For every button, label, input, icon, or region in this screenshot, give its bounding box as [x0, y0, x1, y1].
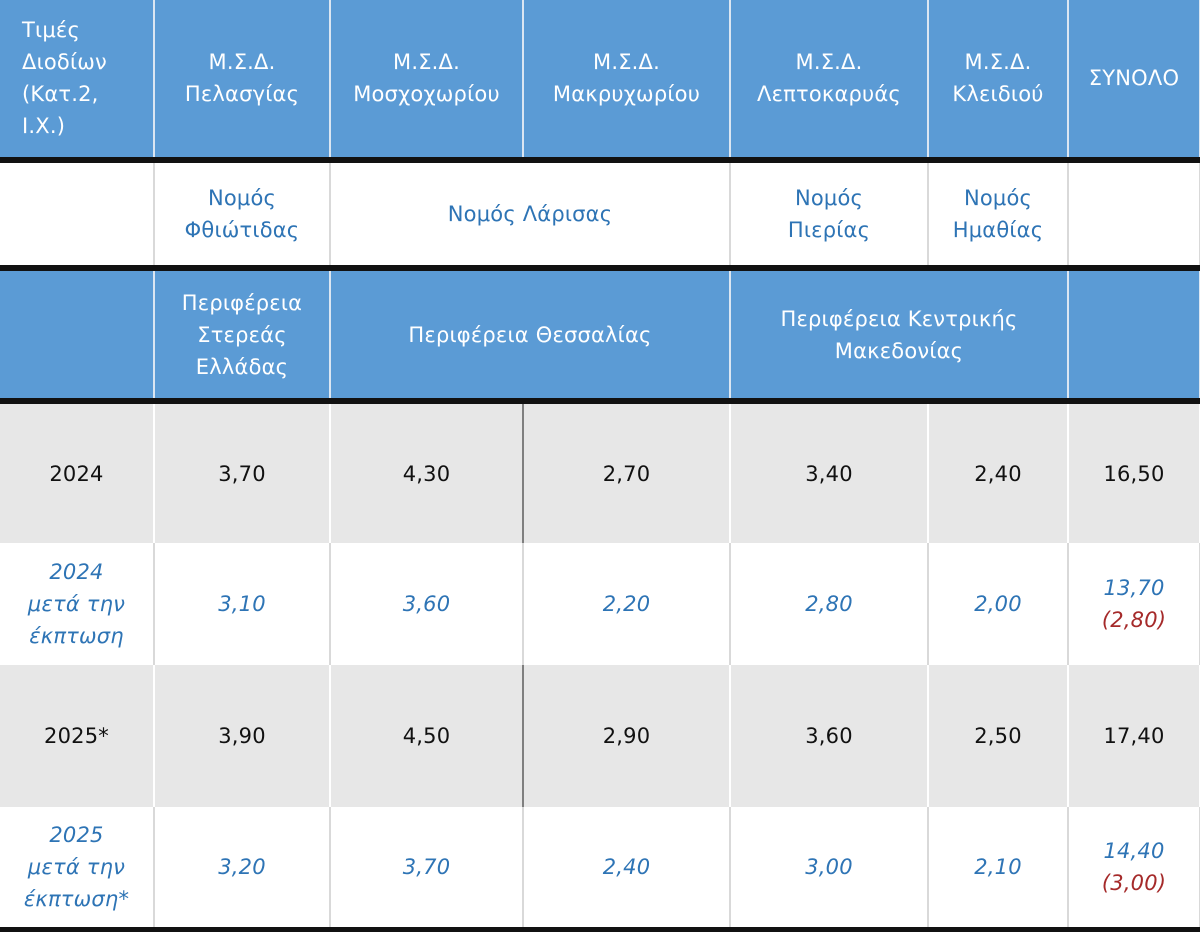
- prefecture-row: Νομός Φθιώτιδας Νομός Λάρισας Νομός Πιερία…: [0, 159, 1200, 271]
- region-empty-cell: [0, 267, 155, 405]
- station-header-moschochori: Μ.Σ.Δ. Μοσχοχωρίου: [330, 0, 524, 163]
- price-cell: 3,40: [730, 401, 929, 543]
- price-cell: 3,90: [154, 665, 331, 807]
- region-thessalia: Περιφέρεια Θεσσαλίας: [330, 267, 731, 405]
- region-row: Περιφέρεια Στερεάς Ελλάδας Περιφέρεια Θεσσ…: [0, 267, 1200, 405]
- price-cell: 2,20: [523, 542, 731, 666]
- price-cell: 4,50: [330, 665, 524, 807]
- row-label: 2024: [0, 401, 155, 543]
- header-row: Τιμές Διοδίων (Κατ.2, Ι.Χ.) Μ.Σ.Δ. Πελασγία…: [0, 0, 1200, 163]
- price-cell: 2,90: [523, 665, 731, 807]
- price-cell: 2,70: [523, 401, 731, 543]
- corner-header: Τιμές Διοδίων (Κατ.2, Ι.Χ.): [0, 0, 155, 163]
- region-sterea: Περιφέρεια Στερεάς Ελλάδας: [154, 267, 331, 405]
- region-kentriki-makedonia: Περιφέρεια Κεντρικής Μακεδονίας: [730, 267, 1069, 405]
- saving-value: (2,80): [1101, 607, 1167, 632]
- price-cell: 2,40: [928, 401, 1069, 543]
- price-cell: 2,80: [730, 542, 929, 666]
- price-cell: 2,50: [928, 665, 1069, 807]
- prefecture-fthiotida: Νομός Φθιώτιδας: [154, 159, 331, 271]
- table-row: 2024 3,70 4,30 2,70 3,40 2,40 16,50: [0, 401, 1200, 543]
- total-cell: 13,70 (2,80): [1068, 542, 1200, 666]
- saving-value: (3,00): [1101, 870, 1167, 895]
- total-cell: 17,40: [1068, 665, 1200, 807]
- station-header-kleidi: Μ.Σ.Δ. Κλειδιού: [928, 0, 1069, 163]
- prefecture-pieria: Νομός Πιερίας: [730, 159, 929, 271]
- row-label: 2025 μετά την έκπτωση*: [0, 806, 155, 932]
- prefecture-total-empty-cell: [1068, 159, 1200, 271]
- prefecture-imathia: Νομός Ημαθίας: [928, 159, 1069, 271]
- station-header-makrychori: Μ.Σ.Δ. Μακρυχωρίου: [523, 0, 731, 163]
- price-cell: 3,00: [730, 806, 929, 932]
- price-cell: 3,70: [330, 806, 524, 932]
- table-row: 2024 μετά την έκπτωση 3,10 3,60 2,20 2,80 …: [0, 542, 1200, 666]
- total-cell: 16,50: [1068, 401, 1200, 543]
- row-label: 2025*: [0, 665, 155, 807]
- prefecture-empty-cell: [0, 159, 155, 271]
- price-cell: 2,00: [928, 542, 1069, 666]
- price-cell: 4,30: [330, 401, 524, 543]
- price-cell: 3,20: [154, 806, 331, 932]
- total-header: ΣΥΝΟΛΟ: [1068, 0, 1200, 163]
- price-cell: 3,70: [154, 401, 331, 543]
- row-label: 2024 μετά την έκπτωση: [0, 542, 155, 666]
- table-row: 2025* 3,90 4,50 2,90 3,60 2,50 17,40: [0, 665, 1200, 807]
- station-header-leptokarya: Μ.Σ.Δ. Λεπτοκαρυάς: [730, 0, 929, 163]
- table-row: 2025 μετά την έκπτωση* 3,20 3,70 2,40 3,00…: [0, 806, 1200, 932]
- prefecture-larisa: Νομός Λάρισας: [330, 159, 731, 271]
- price-cell: 3,60: [730, 665, 929, 807]
- price-cell: 2,40: [523, 806, 731, 932]
- price-cell: 3,10: [154, 542, 331, 666]
- price-cell: 2,10: [928, 806, 1069, 932]
- price-cell: 3,60: [330, 542, 524, 666]
- station-header-pelasgia: Μ.Σ.Δ. Πελασγίας: [154, 0, 331, 163]
- region-total-empty-cell: [1068, 267, 1200, 405]
- total-cell: 14,40 (3,00): [1068, 806, 1200, 932]
